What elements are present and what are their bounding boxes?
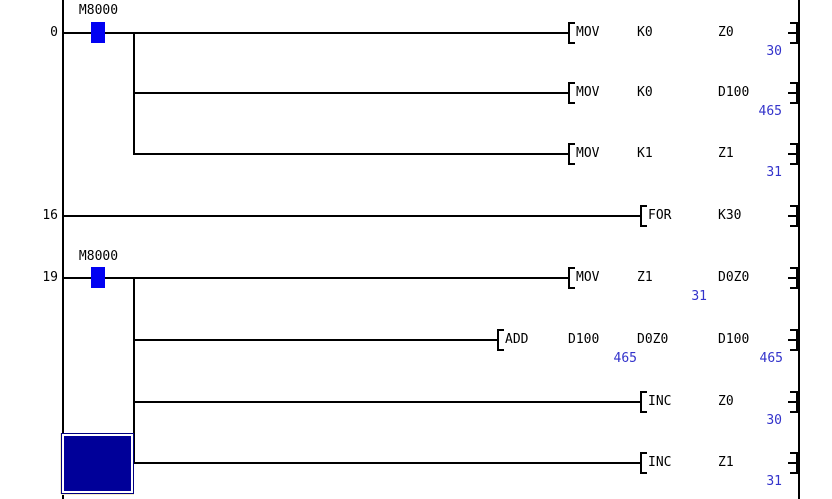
energized-contact[interactable] bbox=[91, 267, 105, 288]
close-bracket bbox=[790, 329, 798, 351]
wire bbox=[788, 339, 798, 341]
opcode: MOV bbox=[576, 25, 600, 40]
monitor-value: 465 bbox=[759, 351, 783, 366]
close-bracket bbox=[790, 82, 798, 104]
operand: D100 bbox=[718, 332, 750, 347]
open-bracket bbox=[568, 82, 575, 104]
open-bracket bbox=[568, 22, 575, 44]
wire bbox=[62, 32, 570, 34]
operand: D0Z0 bbox=[637, 332, 669, 347]
branch-wire bbox=[133, 32, 135, 155]
open-bracket bbox=[640, 452, 647, 474]
opcode: MOV bbox=[576, 146, 600, 161]
monitor-value: 30 bbox=[766, 44, 782, 59]
monitor-value: 465 bbox=[613, 351, 637, 366]
operand: K30 bbox=[718, 208, 742, 223]
edit-cursor-fill bbox=[64, 436, 131, 491]
monitor-value: 31 bbox=[691, 289, 707, 304]
wire bbox=[133, 153, 570, 155]
operand: Z0 bbox=[718, 25, 734, 40]
rung-step-number: 16 bbox=[42, 208, 58, 223]
energized-contact[interactable] bbox=[91, 22, 105, 43]
monitor-value: 465 bbox=[758, 104, 782, 119]
wire bbox=[788, 401, 798, 403]
operand: D100 bbox=[718, 85, 750, 100]
branch-wire bbox=[133, 277, 135, 464]
edit-cursor-cell[interactable] bbox=[61, 433, 134, 494]
left-power-rail bbox=[62, 0, 64, 499]
wire bbox=[788, 215, 798, 217]
open-bracket bbox=[640, 391, 647, 413]
close-bracket bbox=[790, 22, 798, 44]
open-bracket bbox=[640, 205, 647, 227]
close-bracket bbox=[790, 143, 798, 165]
open-bracket bbox=[568, 143, 575, 165]
operand: K1 bbox=[637, 146, 653, 161]
wire bbox=[133, 462, 642, 464]
rung-step-number: 0 bbox=[50, 25, 58, 40]
close-bracket bbox=[790, 452, 798, 474]
operand: K0 bbox=[637, 85, 653, 100]
opcode: ADD bbox=[505, 332, 529, 347]
operand: Z0 bbox=[718, 394, 734, 409]
wire bbox=[788, 277, 798, 279]
wire bbox=[133, 339, 499, 341]
monitor-value: 31 bbox=[766, 165, 782, 180]
opcode: INC bbox=[648, 394, 672, 409]
operand: Z1 bbox=[637, 270, 653, 285]
wire bbox=[788, 462, 798, 464]
wire bbox=[133, 401, 642, 403]
operand: Z1 bbox=[718, 146, 734, 161]
opcode: MOV bbox=[576, 270, 600, 285]
wire bbox=[788, 153, 798, 155]
contact-label: M8000 bbox=[78, 249, 119, 264]
opcode: MOV bbox=[576, 85, 600, 100]
operand: D0Z0 bbox=[718, 270, 750, 285]
wire bbox=[62, 215, 642, 217]
close-bracket bbox=[790, 205, 798, 227]
right-power-rail bbox=[798, 0, 800, 499]
opcode: INC bbox=[648, 455, 672, 470]
wire bbox=[788, 32, 798, 34]
operand: Z1 bbox=[718, 455, 734, 470]
close-bracket bbox=[790, 267, 798, 289]
open-bracket bbox=[568, 267, 575, 289]
operand: D100 bbox=[568, 332, 600, 347]
monitor-value: 31 bbox=[766, 474, 782, 489]
wire bbox=[133, 92, 570, 94]
open-bracket bbox=[497, 329, 504, 351]
opcode: FOR bbox=[648, 208, 672, 223]
rung-step-number: 19 bbox=[42, 270, 58, 285]
wire bbox=[788, 92, 798, 94]
close-bracket bbox=[790, 391, 798, 413]
monitor-value: 30 bbox=[766, 413, 782, 428]
wire bbox=[62, 277, 570, 279]
operand: K0 bbox=[637, 25, 653, 40]
contact-label: M8000 bbox=[78, 3, 119, 18]
